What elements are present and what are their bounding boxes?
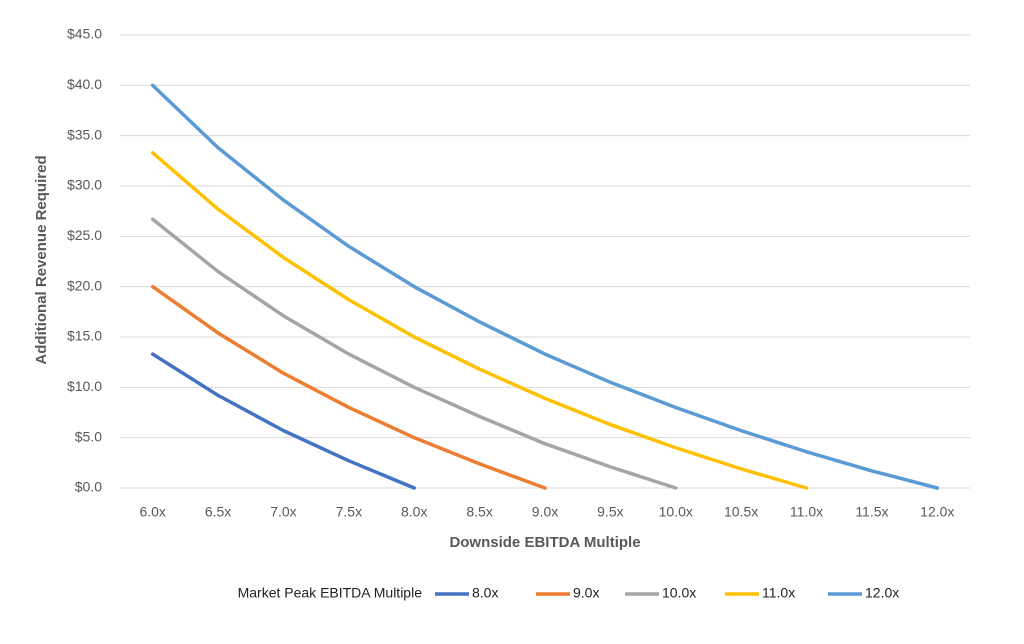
x-tick-label: 7.0x — [270, 504, 296, 520]
x-tick-label: 11.5x — [855, 504, 888, 520]
legend-label: 10.0x — [662, 585, 696, 601]
legend-label: 8.0x — [472, 585, 498, 601]
x-tick-label: 10.0x — [659, 504, 693, 520]
y-tick-label: $30.0 — [67, 177, 102, 193]
series-line — [150, 284, 547, 490]
series-line — [150, 217, 678, 490]
x-tick-label: 8.5x — [466, 504, 492, 520]
series-line — [150, 352, 416, 490]
x-tick-label: 9.5x — [597, 504, 623, 520]
y-axis-title: Additional Revenue Required — [33, 155, 50, 364]
x-tick-label: 8.0x — [401, 504, 427, 520]
y-tick-label: $5.0 — [75, 428, 102, 444]
y-tick-label: $0.0 — [75, 479, 102, 495]
x-tick-label: 7.5x — [336, 504, 362, 520]
y-tick-label: $25.0 — [67, 227, 102, 243]
y-tick-label: $20.0 — [67, 277, 102, 293]
x-tick-label: 11.0x — [790, 504, 823, 520]
x-tick-label: 6.0x — [139, 504, 165, 520]
y-tick-label: $40.0 — [67, 76, 102, 92]
series-line — [150, 83, 940, 490]
legend-label: 9.0x — [573, 585, 599, 601]
x-axis-title: Downside EBITDA Multiple — [449, 534, 640, 551]
y-tick-label: $35.0 — [67, 126, 102, 142]
x-tick-label: 12.0x — [920, 504, 954, 520]
x-tick-label: 9.0x — [532, 504, 558, 520]
x-tick-label: 10.5x — [724, 504, 758, 520]
legend-label: 11.0x — [762, 585, 795, 601]
series-line — [150, 151, 809, 490]
x-tick-label: 6.5x — [205, 504, 231, 520]
y-tick-label: $45.0 — [67, 26, 102, 42]
y-tick-label: $10.0 — [67, 378, 102, 394]
legend-label: 12.0x — [865, 585, 899, 601]
y-tick-label: $15.0 — [67, 328, 102, 344]
legend-title: Market Peak EBITDA Multiple — [238, 585, 423, 601]
